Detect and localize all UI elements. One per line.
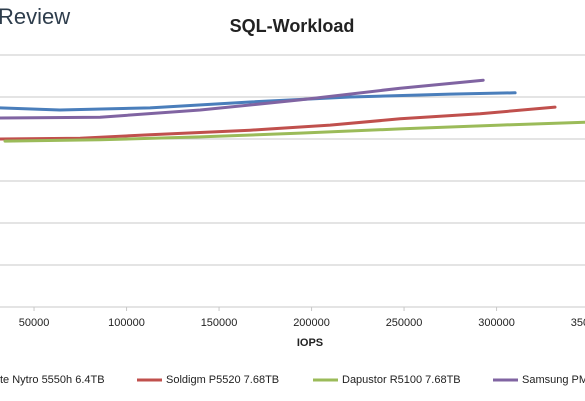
x-tick-label: 150000: [201, 317, 238, 329]
x-axis-label: IOPS: [297, 337, 323, 349]
series-line: [0, 105, 557, 141]
legend-label: Soldigm P5520 7.68TB: [166, 374, 279, 386]
legend-label: Dapustor R5100 7.68TB: [342, 374, 461, 386]
x-tick-label: 350000: [571, 317, 585, 329]
legend-label: te Nytro 5550h 6.4TB: [0, 374, 105, 386]
legend-label: Samsung PM: [522, 374, 585, 386]
x-tick-label: 250000: [386, 317, 423, 329]
logo: Review: [0, 4, 70, 29]
series-line: [0, 91, 517, 112]
chart-title: SQL-Workload: [230, 16, 355, 36]
series-line: [0, 78, 485, 120]
x-tick-label: 50000: [19, 317, 50, 329]
x-tick-label: 300000: [478, 317, 515, 329]
x-tick-label: 100000: [108, 317, 145, 329]
x-tick-label: 200000: [293, 317, 330, 329]
series-line: [3, 120, 585, 143]
